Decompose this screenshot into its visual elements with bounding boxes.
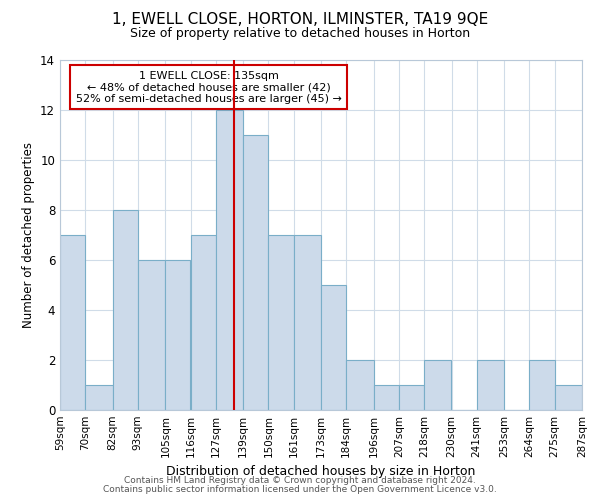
- Text: 1, EWELL CLOSE, HORTON, ILMINSTER, TA19 9QE: 1, EWELL CLOSE, HORTON, ILMINSTER, TA19 …: [112, 12, 488, 28]
- Bar: [138, 260, 166, 410]
- Bar: [293, 235, 321, 410]
- Bar: [60, 235, 85, 410]
- Bar: [346, 360, 374, 410]
- Bar: [243, 135, 268, 410]
- Text: Contains public sector information licensed under the Open Government Licence v3: Contains public sector information licen…: [103, 485, 497, 494]
- Bar: [268, 235, 293, 410]
- Bar: [166, 260, 190, 410]
- Text: Size of property relative to detached houses in Horton: Size of property relative to detached ho…: [130, 28, 470, 40]
- Bar: [191, 235, 215, 410]
- Text: 1 EWELL CLOSE: 135sqm
← 48% of detached houses are smaller (42)
52% of semi-deta: 1 EWELL CLOSE: 135sqm ← 48% of detached …: [76, 70, 342, 104]
- Bar: [476, 360, 504, 410]
- Text: Contains HM Land Registry data © Crown copyright and database right 2024.: Contains HM Land Registry data © Crown c…: [124, 476, 476, 485]
- Bar: [554, 385, 582, 410]
- Y-axis label: Number of detached properties: Number of detached properties: [22, 142, 35, 328]
- Bar: [424, 360, 451, 410]
- Bar: [85, 385, 113, 410]
- Bar: [215, 110, 243, 410]
- Bar: [321, 285, 346, 410]
- Bar: [374, 385, 399, 410]
- X-axis label: Distribution of detached houses by size in Horton: Distribution of detached houses by size …: [166, 466, 476, 478]
- Bar: [113, 210, 138, 410]
- Bar: [399, 385, 424, 410]
- Bar: [529, 360, 554, 410]
